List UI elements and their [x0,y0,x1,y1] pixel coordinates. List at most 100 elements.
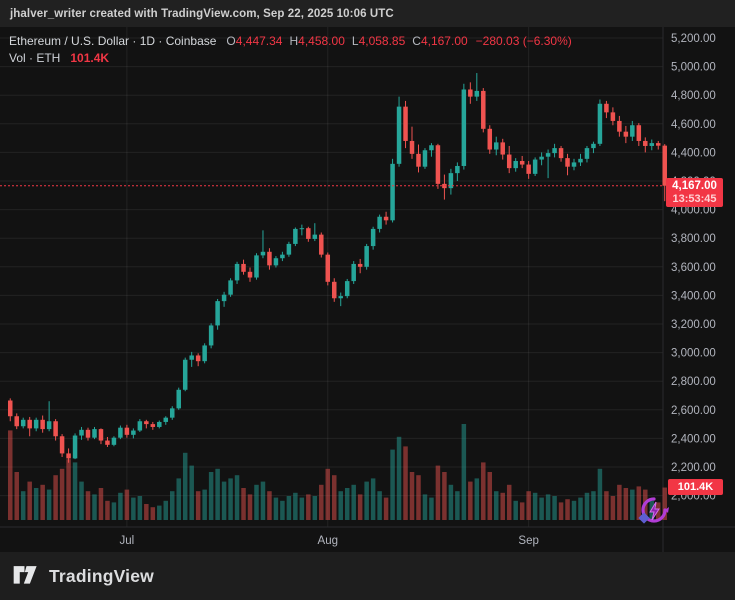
price-axis-label: 4,000.00 [671,205,716,217]
candle-body [578,158,583,163]
candle-body [85,429,91,438]
volume-bar [98,488,104,520]
candle-body [649,143,655,146]
volume-bar [500,492,505,520]
candle-body [260,251,266,256]
time-axis-label: Sep [518,535,538,547]
volume-bar [131,497,136,520]
volume-bar [92,494,97,520]
volume-bar [85,491,91,520]
open-label: O [226,34,236,48]
volume-bar [630,489,635,520]
candle-body [286,243,292,255]
volume-bar [208,472,214,520]
candle-body [111,437,117,445]
volume-bar [124,489,130,520]
close-value: 4,167.00 [420,34,468,48]
volume-bar [578,497,583,520]
volume-bar [312,496,318,520]
brand-text: TradingView [49,565,154,586]
symbol-title[interactable]: Ethereum / U.S. Dollar · 1D · Coinbase [9,34,217,48]
volume-bar [370,478,376,520]
volume-bar [442,472,447,520]
candle-body [14,416,19,427]
candle-body [435,145,441,184]
candle-body [124,427,130,435]
candle-body [273,258,279,266]
candle-body [170,408,175,418]
candle-body [487,128,493,150]
volume-bar [344,488,350,520]
candle-body [332,281,337,299]
volume-bar [195,491,201,520]
volume-bar [189,465,194,520]
open-value: 4,447.34 [235,34,283,48]
volume-bar [72,462,78,520]
candle-body [604,103,609,113]
price-axis-label: 5,200.00 [671,33,716,45]
candlestick-chart[interactable]: 5,200.00 5,000.00 4,800.00 4,600.00 4,400.00… [0,27,735,552]
footer-bar: TradingView [0,552,735,600]
volume-bar [357,494,363,520]
candle-body [494,142,499,150]
volume-bar [53,475,58,520]
tradingview-logo-mark [13,566,37,584]
volume-bar [293,492,298,520]
candle-body [636,125,642,141]
candle-body [513,160,518,169]
price-axis-label: 3,200.00 [671,319,716,331]
candle-body [234,263,240,281]
candle-body [46,421,52,430]
volume-bar [286,496,292,520]
volume-bar [409,472,415,520]
volume-bar [221,481,227,520]
candle-body [539,156,544,160]
candle-body [552,148,557,154]
candle-body [370,228,376,247]
candle-body [364,246,369,267]
volume-bar [487,472,493,520]
volume-bar [14,472,19,520]
candle-body [176,389,181,409]
volume-bar [597,468,603,520]
volume-bar [20,491,26,520]
volume-bar [455,491,460,520]
candle-body [591,143,596,149]
candle-body [422,150,428,167]
candle-body [105,440,110,445]
volume-bar [565,499,570,520]
price-axis-label: 3,800.00 [671,233,716,245]
volume-bar [267,491,272,520]
volume-bar [656,502,661,520]
volume-bar [623,488,629,520]
volume-legend-value: 101.4K [70,51,110,65]
chart-canvas[interactable]: 5,200.00 5,000.00 4,800.00 4,600.00 4,400.00… [0,27,735,552]
candle-body [254,255,259,278]
price-axis-label: 4,600.00 [671,119,716,131]
candle-body [506,154,512,169]
volume-bar [513,500,518,520]
candle-body [118,427,123,438]
candle-body [72,435,78,459]
last-price-value: 4,167.00 [672,180,717,192]
candle-body [455,165,460,174]
candle-body [306,228,311,239]
candle-body [221,294,227,302]
volume-bar [247,494,253,520]
volume-bar [416,475,421,520]
candle-body [558,148,564,159]
volume-bar [8,430,13,520]
tradingview-logo[interactable]: TradingView [13,564,154,588]
candle-body [630,125,635,137]
volume-bar [494,491,499,520]
candle-body [267,251,272,266]
candle-body [383,216,389,221]
volume-bar [202,489,207,520]
volume-bar [79,481,84,520]
candle-body [344,281,350,297]
price-axis-label: 5,000.00 [671,62,716,74]
volume-bar [273,497,279,520]
time-axis-label: Jul [120,535,135,547]
price-axis-label: 3,600.00 [671,262,716,274]
volume-legend-label[interactable]: Vol · ETH [9,51,61,65]
